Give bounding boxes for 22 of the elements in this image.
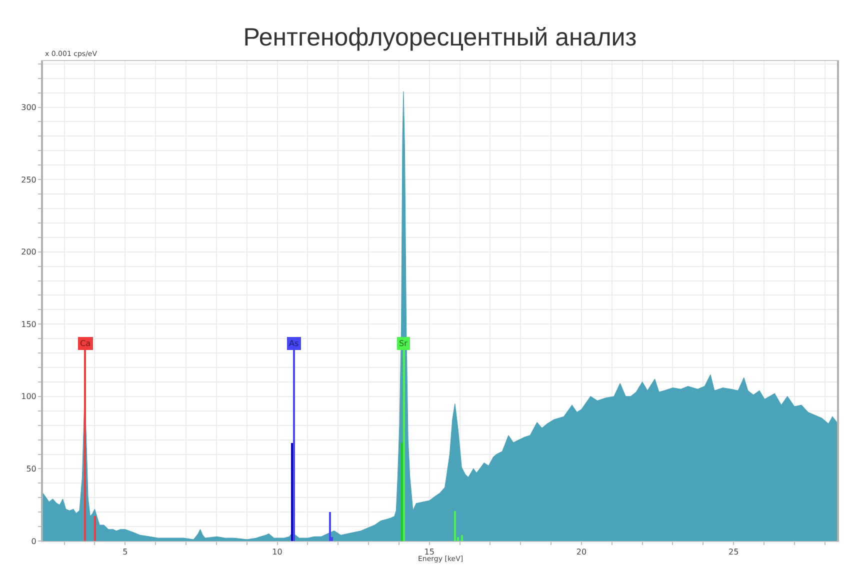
bar [461, 535, 463, 541]
series-label: As [289, 339, 299, 348]
y-tick-label: 250 [21, 175, 36, 184]
bar [291, 443, 293, 541]
x-tick-label: 15 [424, 548, 434, 557]
x-tick-label: 20 [576, 548, 587, 557]
y-tick-label: 0 [31, 536, 36, 546]
x-tick-label: 10 [272, 548, 282, 557]
x-tick-label: 5 [122, 548, 128, 557]
series-label: Ca [80, 339, 91, 348]
y-tick-label: 200 [21, 248, 36, 257]
y-tick-label: 150 [21, 320, 36, 329]
y-tick-label: 100 [21, 392, 36, 402]
y-tick-label: 300 [21, 103, 36, 112]
bar [401, 443, 403, 541]
bar [94, 516, 96, 541]
bar [329, 512, 331, 541]
chart-title: Рентгенофлуоресцентный анализ [243, 23, 637, 52]
x-tick-label: 25 [728, 548, 739, 557]
y-tick-label: 50 [26, 464, 36, 474]
series-label: Sr [399, 339, 408, 348]
bar [454, 511, 456, 541]
